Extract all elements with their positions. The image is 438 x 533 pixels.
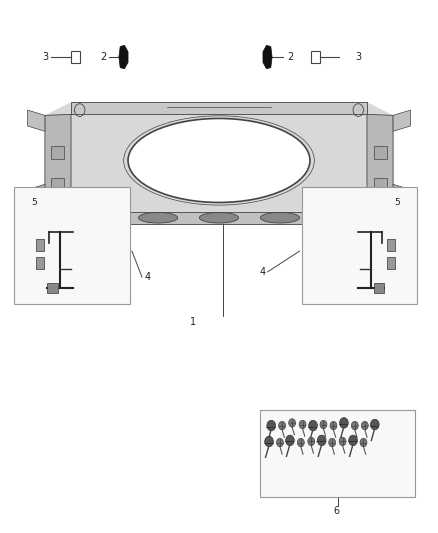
Circle shape: [339, 437, 346, 446]
Bar: [374, 146, 387, 159]
Polygon shape: [71, 212, 367, 224]
Polygon shape: [71, 102, 367, 114]
Text: 5: 5: [395, 198, 400, 207]
Bar: [260, 410, 415, 497]
Text: 1: 1: [190, 317, 196, 327]
Circle shape: [267, 420, 276, 431]
Bar: [71, 51, 80, 63]
Circle shape: [328, 438, 336, 447]
Text: 4: 4: [259, 267, 265, 277]
Circle shape: [351, 421, 358, 430]
Circle shape: [330, 421, 337, 430]
Circle shape: [371, 419, 379, 430]
Bar: [51, 146, 64, 159]
Bar: [51, 178, 64, 191]
Circle shape: [308, 437, 315, 446]
Ellipse shape: [128, 118, 310, 203]
Circle shape: [318, 435, 326, 446]
Bar: [36, 257, 44, 269]
Text: 5: 5: [31, 198, 37, 207]
Bar: [388, 239, 395, 251]
Circle shape: [265, 436, 273, 447]
Circle shape: [339, 418, 348, 428]
Circle shape: [297, 438, 304, 447]
Polygon shape: [393, 110, 410, 131]
Bar: [14, 187, 130, 304]
Polygon shape: [28, 184, 45, 216]
Text: 3: 3: [42, 52, 48, 62]
Text: 4: 4: [144, 272, 150, 282]
Polygon shape: [367, 114, 393, 212]
Polygon shape: [28, 110, 45, 131]
Bar: [374, 178, 387, 191]
Circle shape: [349, 435, 357, 446]
Polygon shape: [45, 102, 393, 224]
Text: 3: 3: [355, 52, 361, 62]
Circle shape: [360, 438, 367, 447]
Polygon shape: [119, 45, 128, 69]
Polygon shape: [45, 114, 71, 212]
Ellipse shape: [260, 213, 300, 223]
Polygon shape: [393, 184, 410, 216]
Bar: [47, 284, 58, 293]
Circle shape: [299, 420, 306, 429]
Circle shape: [276, 438, 283, 447]
Bar: [302, 187, 417, 304]
Circle shape: [286, 435, 294, 446]
Circle shape: [361, 421, 368, 430]
Circle shape: [309, 420, 318, 431]
Bar: [388, 257, 395, 269]
Text: 2: 2: [288, 52, 294, 62]
Text: 6: 6: [333, 506, 339, 516]
Ellipse shape: [199, 213, 239, 223]
Bar: [311, 51, 320, 63]
Circle shape: [320, 420, 327, 429]
Bar: [374, 284, 385, 293]
Circle shape: [279, 421, 286, 430]
Text: 2: 2: [101, 52, 107, 62]
Bar: [36, 239, 44, 251]
Polygon shape: [263, 45, 272, 69]
Ellipse shape: [138, 213, 178, 223]
Circle shape: [289, 419, 296, 427]
